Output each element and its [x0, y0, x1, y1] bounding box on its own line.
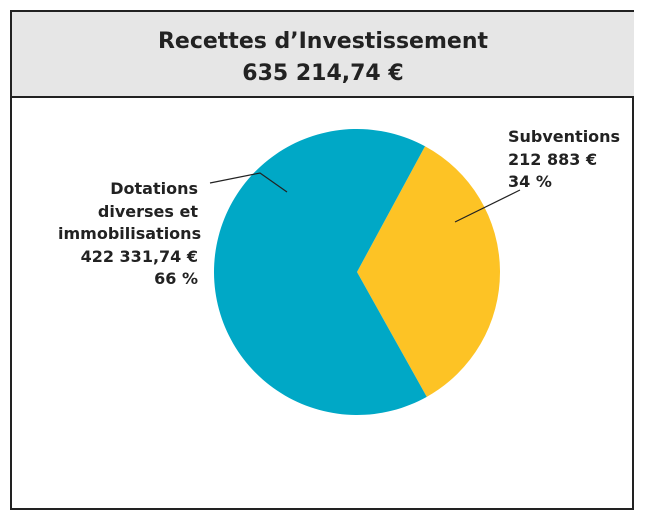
- category-label: Dotations diverses et immobilisations: [58, 179, 202, 243]
- chart-subtitle: 635 214,74 €: [242, 61, 404, 86]
- slice-label: Subventions 212 883 € 34 %: [508, 126, 620, 194]
- chart-title: Recettes d’Investissement: [157, 29, 489, 54]
- amount-label: 212 883 €: [508, 149, 598, 169]
- value-label: 34 %: [508, 172, 552, 191]
- page: Recettes d’Investissement 635 214,74 € S…: [10, 10, 634, 510]
- pie-slice: [213, 128, 427, 415]
- leader-line: [209, 172, 288, 193]
- pie-slice: [357, 146, 500, 397]
- chart: [209, 128, 521, 415]
- category-label: Subventions: [508, 127, 621, 146]
- header: Recettes d’Investissement 635 214,74 €: [12, 12, 634, 98]
- leader-line: [454, 189, 521, 223]
- amount-label: 422 331,74 €: [80, 246, 198, 266]
- slice-label: Dotations diverses et immobilisations 42…: [58, 178, 202, 291]
- value-label: 66 %: [154, 269, 198, 288]
